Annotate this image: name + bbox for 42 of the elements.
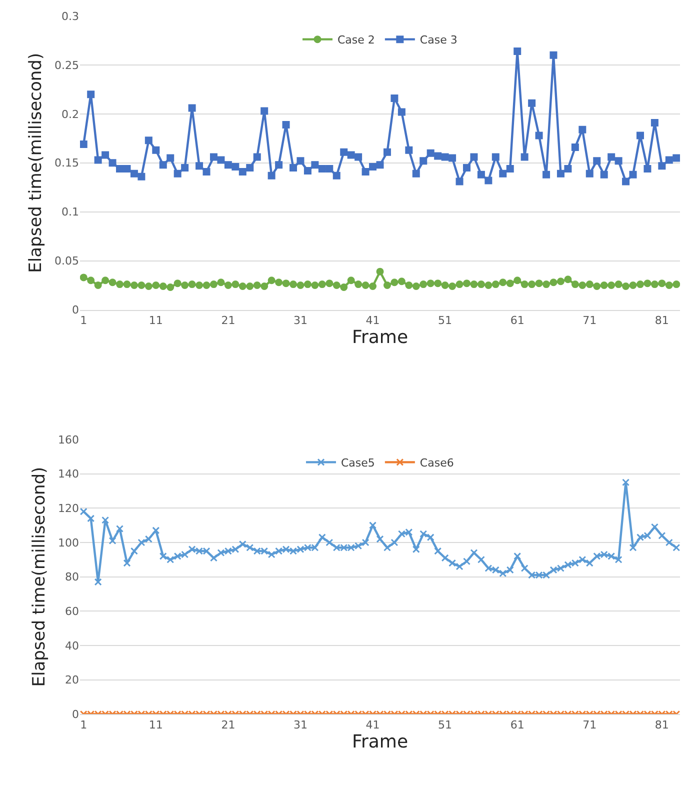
x-tick-label: 21 — [221, 314, 236, 327]
x-tick-label: 81 — [654, 718, 669, 732]
legend-label: Case6 — [420, 456, 454, 470]
legend-label: Case 3 — [420, 34, 458, 47]
x-axis-title: Frame — [352, 731, 408, 752]
y-axis-title: Elapsed time(millisecond) — [30, 466, 50, 687]
x-tick-label: 61 — [510, 314, 524, 327]
y-tick-label: 120 — [58, 502, 79, 515]
y-tick-label: 20 — [65, 674, 79, 687]
x-tick-label: 71 — [582, 314, 597, 327]
x-tick-label: 81 — [654, 314, 669, 327]
y-tick-label: 0.25 — [54, 58, 79, 72]
x-tick-label: 11 — [148, 314, 163, 327]
y-tick-label: 0.3 — [62, 10, 79, 23]
y-tick-label: 0 — [72, 304, 79, 317]
y-tick-label: 60 — [65, 604, 79, 618]
x-axis-title: Frame — [352, 327, 408, 348]
x-tick-label: 51 — [438, 314, 452, 327]
y-tick-label: 140 — [58, 468, 79, 481]
x-tick-label: 71 — [582, 718, 597, 732]
x-tick-label: 11 — [148, 718, 163, 732]
x-tick-label: 31 — [293, 718, 308, 732]
y-axis-title: Elapsed time(millisecond) — [26, 52, 46, 273]
x-tick-label: 41 — [366, 718, 380, 732]
legend-label: Case5 — [341, 456, 375, 470]
x-tick-label: 1 — [80, 314, 88, 327]
y-tick-label: 100 — [58, 536, 79, 550]
x-tick-label: 31 — [293, 314, 308, 327]
y-tick-label: 40 — [65, 639, 79, 652]
y-tick-label: 160 — [58, 433, 79, 446]
y-tick-label: 80 — [65, 570, 79, 584]
x-tick-label: 41 — [366, 314, 380, 327]
x-tick-label: 61 — [510, 718, 524, 732]
legend-label: Case 2 — [338, 34, 375, 47]
y-tick-label: 0.15 — [54, 156, 79, 170]
x-tick-label: 51 — [438, 718, 452, 732]
y-tick-label: 0.05 — [54, 254, 79, 268]
x-tick-label: 21 — [221, 718, 236, 732]
y-tick-label: 0 — [72, 708, 79, 721]
y-tick-label: 0.1 — [62, 206, 79, 219]
y-tick-label: 0.2 — [62, 108, 79, 121]
x-tick-label: 1 — [80, 718, 88, 732]
